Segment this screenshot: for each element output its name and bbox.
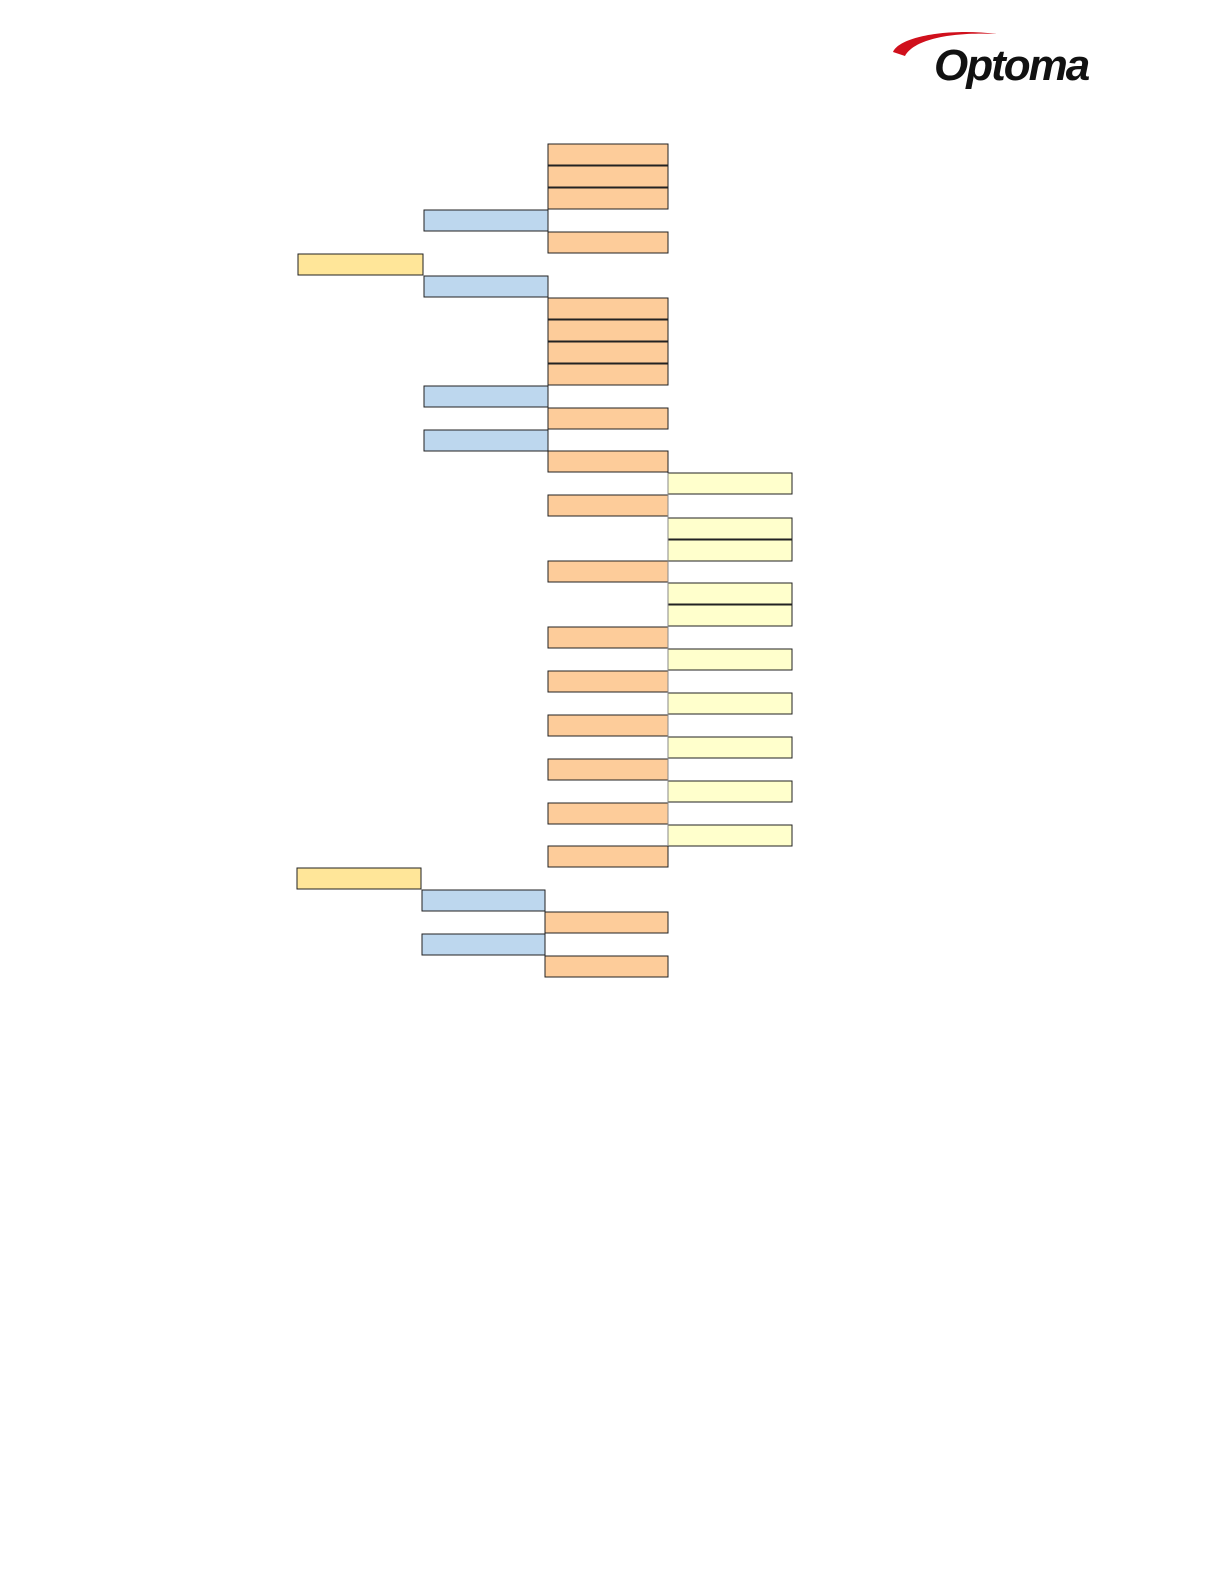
level4-box — [667, 780, 793, 803]
level4-box — [667, 582, 793, 605]
level4-box — [667, 824, 793, 847]
level4-box — [667, 472, 793, 495]
level4-box — [667, 517, 793, 540]
level3-box — [547, 363, 669, 386]
level3-box — [547, 341, 669, 364]
level2-box — [423, 429, 549, 452]
logo-text: Optoma — [934, 41, 1090, 90]
level4-box — [667, 604, 793, 627]
level2-box — [421, 933, 546, 956]
level3-box — [547, 802, 669, 825]
level3-box — [547, 450, 669, 473]
level4-box — [667, 539, 793, 562]
level1-box — [297, 253, 424, 276]
level3-box — [544, 955, 669, 978]
logo: Optoma — [893, 32, 1092, 90]
level4-box — [667, 648, 793, 671]
menu-tree — [296, 143, 793, 978]
level3-box — [547, 626, 669, 649]
logo-swoosh — [893, 32, 997, 56]
level3-box — [544, 911, 669, 934]
level2-box — [423, 385, 549, 408]
level3-box — [547, 407, 669, 430]
level3-box — [547, 187, 669, 210]
level3-box — [547, 670, 669, 693]
level3-box — [547, 297, 669, 320]
level2-box — [421, 889, 546, 912]
level2-box — [423, 209, 549, 232]
level3-box — [547, 165, 669, 188]
level3-box — [547, 494, 669, 517]
level2-box — [423, 275, 549, 298]
level3-box — [547, 143, 669, 166]
level3-box — [547, 714, 669, 737]
level4-box — [667, 736, 793, 759]
level1-box — [296, 867, 422, 890]
level3-box — [547, 231, 669, 254]
level3-box — [547, 758, 669, 781]
level3-box — [547, 845, 669, 868]
level3-box — [547, 319, 669, 342]
level3-box — [547, 560, 669, 583]
level4-box — [667, 692, 793, 715]
